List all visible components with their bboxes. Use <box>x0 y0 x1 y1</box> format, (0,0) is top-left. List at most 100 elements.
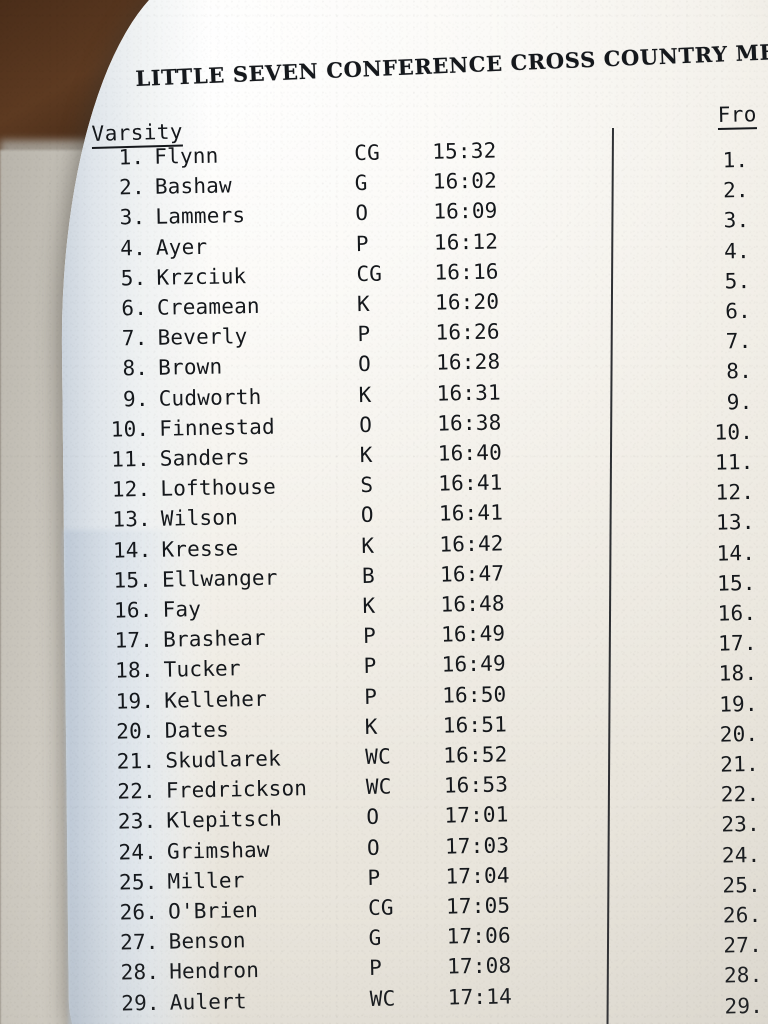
frosh-place: 8. <box>726 359 753 384</box>
result-time: 16:31 <box>436 380 502 406</box>
result-time: 17:14 <box>447 984 513 1010</box>
table-row: 27. <box>704 930 768 962</box>
result-time: 17:08 <box>446 953 512 980</box>
result-name: Wilson <box>160 505 239 532</box>
table-row: 15. <box>697 567 768 599</box>
result-place: 14. <box>112 537 152 563</box>
result-place: 2. <box>118 175 146 200</box>
result-place: 28. <box>120 960 160 986</box>
table-row: 20. <box>700 718 768 750</box>
result-team-code: O <box>355 201 369 226</box>
result-name: Flynn <box>154 143 219 169</box>
result-name: Aulert <box>169 988 248 1015</box>
result-time: 17:01 <box>444 802 509 829</box>
frosh-place: 23. <box>721 812 761 838</box>
frosh-place: 5. <box>724 268 751 294</box>
result-time: 16:51 <box>442 712 508 738</box>
result-name: Kresse <box>161 535 239 562</box>
result-name: Creamean <box>156 293 260 320</box>
frosh-place: 12. <box>715 480 755 505</box>
table-row: 4. <box>692 235 768 267</box>
result-time: 16:28 <box>435 349 501 376</box>
result-team-code: CG <box>367 895 394 921</box>
result-team-code: G <box>368 926 382 951</box>
table-row: 28. <box>704 960 768 992</box>
table-row: 3. <box>691 205 768 237</box>
table-row: 26. <box>703 899 768 931</box>
result-name: Ellwanger <box>161 565 278 592</box>
result-time: 16:20 <box>434 289 500 315</box>
result-time: 16:12 <box>433 229 499 255</box>
result-time: 17:05 <box>445 893 511 919</box>
result-time: 16:02 <box>432 168 498 194</box>
result-team-code: CG <box>356 261 383 286</box>
frosh-place: 13. <box>715 510 755 536</box>
result-time: 16:16 <box>434 259 499 285</box>
result-team-code: O <box>358 412 373 437</box>
result-place: 6. <box>121 295 148 321</box>
result-place: 4. <box>120 235 147 261</box>
result-name: Miller <box>167 868 245 894</box>
frosh-place: 3. <box>723 208 750 233</box>
table-row: 14. <box>697 537 768 569</box>
result-team-code: K <box>359 442 373 468</box>
result-name: Hendron <box>168 958 260 985</box>
table-row: 29. <box>705 990 768 1022</box>
result-team-code: K <box>362 593 376 619</box>
result-time: 16:41 <box>438 500 504 527</box>
frosh-place: 26. <box>722 902 762 928</box>
result-team-code: K <box>361 533 375 558</box>
frosh-place: 22. <box>720 782 760 807</box>
frosh-place: 20. <box>719 721 759 747</box>
table-row: 22. <box>701 779 768 811</box>
result-name: Dates <box>164 717 230 743</box>
result-time: 16:38 <box>436 410 502 436</box>
result-name: Bashaw <box>154 173 233 199</box>
result-time: 17:06 <box>446 923 512 949</box>
result-name: Brashear <box>162 626 267 652</box>
result-team-code: P <box>363 654 377 679</box>
frosh-place: 14. <box>716 540 756 566</box>
result-team-code: P <box>367 865 381 890</box>
table-row: 10. <box>695 416 768 448</box>
frosh-place: 10. <box>714 419 754 445</box>
result-time: 16:52 <box>443 742 508 768</box>
frosh-section-heading: Fro <box>717 102 758 130</box>
table-row: 2. <box>691 175 768 207</box>
frosh-place: 1. <box>722 147 749 173</box>
frosh-place: 15. <box>716 570 756 596</box>
result-name: Klepitsch <box>166 807 283 834</box>
frosh-place: 2. <box>722 178 749 203</box>
result-name: Fredrickson <box>165 776 308 803</box>
result-place: 17. <box>114 628 154 653</box>
result-place: 1. <box>118 144 145 170</box>
result-place: 22. <box>117 779 157 804</box>
result-time: 16:53 <box>443 772 509 798</box>
table-row: 25. <box>703 869 768 901</box>
table-row: 1. <box>690 144 768 176</box>
result-time: 16:49 <box>440 621 506 647</box>
table-row: 11. <box>695 446 768 478</box>
result-name: Lammers <box>155 203 246 230</box>
result-name: Fay <box>162 597 202 622</box>
result-place: 11. <box>111 446 151 472</box>
result-team-code: G <box>354 171 368 196</box>
table-row: 8. <box>694 356 768 388</box>
result-team-code: O <box>366 805 380 830</box>
frosh-place: 7. <box>725 329 752 354</box>
result-team-code: K <box>364 714 378 739</box>
table-row: 12. <box>696 477 768 509</box>
frosh-place: 18. <box>718 661 758 687</box>
result-name: Brown <box>157 354 223 381</box>
result-time: 17:04 <box>445 863 510 889</box>
result-place: 8. <box>122 356 149 381</box>
result-place: 25. <box>118 869 158 895</box>
result-place: 12. <box>111 477 151 502</box>
table-row: 18. <box>699 658 768 690</box>
result-team-code: P <box>362 624 377 649</box>
frosh-place: 17. <box>717 631 757 656</box>
result-team-code: S <box>360 473 374 498</box>
table-row: 19. <box>699 688 768 720</box>
frosh-place: 29. <box>724 993 764 1019</box>
frosh-place: 11. <box>714 449 754 475</box>
